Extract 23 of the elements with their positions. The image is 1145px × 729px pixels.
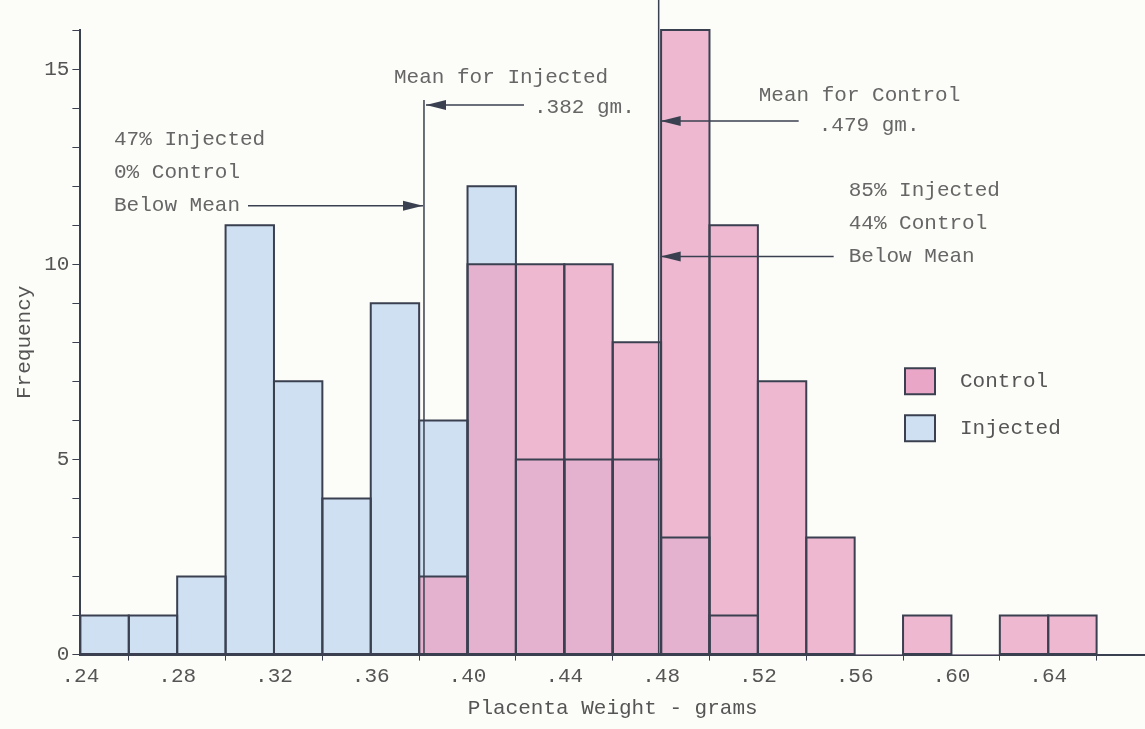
x-tick-label: .44	[545, 664, 584, 688]
x-tick-label: .52	[738, 664, 777, 688]
x-tick-label: .36	[351, 664, 390, 688]
legend-label: Injected	[960, 416, 1061, 440]
x-axis-title: Placenta Weight - grams	[467, 696, 758, 720]
x-tick-label: .60	[932, 664, 971, 688]
ref-line-label: Mean for Injected .382 gm.	[393, 65, 635, 119]
y-tick-label: 10	[44, 252, 70, 276]
y-tick-label: 5	[56, 447, 70, 471]
x-tick-label: .64	[1029, 664, 1068, 688]
x-tick-label: .56	[835, 664, 874, 688]
x-tick-label: .40	[448, 664, 487, 688]
x-tick-label: .48	[642, 664, 680, 688]
annotation: 85% Injected 44% Control Below Mean	[848, 178, 1000, 268]
annotation: 47% Injected 0% Control Below Mean	[113, 128, 266, 218]
y-tick-label: 15	[44, 57, 70, 81]
ref-line-label: Mean for Control .479 gm.	[758, 83, 961, 137]
x-tick-label: .32	[255, 664, 293, 688]
legend-label: Control	[960, 369, 1049, 393]
x-tick-label: .24	[61, 664, 100, 688]
y-axis-title: Frequency	[13, 285, 37, 400]
x-tick-label: .28	[158, 664, 197, 688]
y-tick-label: 0	[56, 643, 70, 667]
